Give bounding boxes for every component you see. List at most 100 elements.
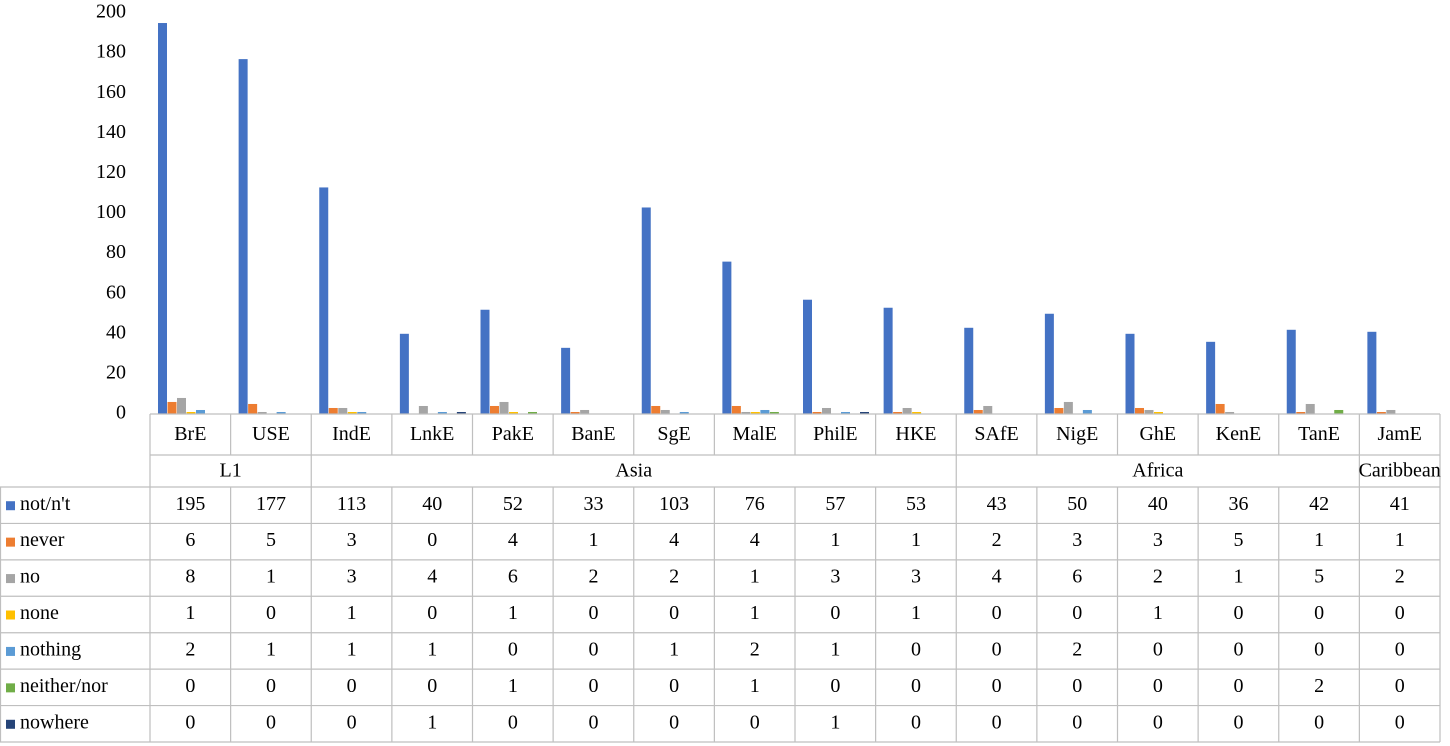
bar (741, 411, 751, 414)
bar (196, 409, 205, 414)
table-value: 0 (1395, 675, 1405, 697)
table-value: 0 (1314, 602, 1324, 624)
bar (167, 401, 177, 414)
table-value: 0 (427, 675, 437, 697)
table-value: 1 (1233, 566, 1243, 588)
table-value: 2 (669, 566, 679, 588)
y-tick-label: 160 (96, 81, 126, 103)
bar (418, 405, 428, 414)
y-tick-label: 120 (96, 161, 126, 183)
table-value: 0 (1314, 711, 1324, 733)
table-value: 1 (266, 566, 276, 588)
table-value: 3 (1072, 529, 1082, 551)
bar (973, 409, 983, 414)
bar (812, 411, 822, 414)
table-value: 0 (992, 602, 1002, 624)
table-value: 0 (1153, 639, 1163, 661)
table-value: 103 (659, 493, 689, 515)
table-value: 41 (1390, 493, 1410, 515)
table-value: 5 (1314, 566, 1324, 588)
category-label: PakE (492, 423, 534, 445)
bar (912, 411, 922, 414)
table-value: 0 (830, 675, 840, 697)
bar (841, 411, 850, 414)
bar (983, 405, 993, 414)
bar (964, 327, 974, 414)
table-value: 0 (669, 675, 679, 697)
table-value: 0 (508, 711, 518, 733)
bar (893, 411, 903, 414)
table-value: 1 (830, 639, 840, 661)
table-value: 36 (1228, 493, 1248, 515)
group-label: L1 (220, 460, 242, 482)
table-value: 6 (508, 566, 518, 588)
table-value: 0 (992, 711, 1002, 733)
table-value: 0 (588, 675, 598, 697)
bar (257, 411, 267, 414)
category-label: MalE (732, 423, 776, 445)
category-label: BrE (174, 423, 206, 445)
legend-label: nothing (20, 639, 81, 661)
table-value: 4 (750, 529, 760, 551)
legend-label: nowhere (20, 711, 89, 733)
table-value: 6 (185, 529, 195, 551)
table-value: 0 (911, 639, 921, 661)
bar (750, 411, 760, 414)
table-value: 52 (503, 493, 523, 515)
bar (1082, 409, 1092, 414)
table-value: 2 (185, 639, 195, 661)
bar (1135, 407, 1144, 414)
table-value: 1 (750, 566, 760, 588)
category-label: IndE (332, 423, 371, 445)
bar (1296, 411, 1306, 414)
table-value: 1 (347, 639, 357, 661)
group-label: Africa (1132, 460, 1183, 482)
bar (561, 347, 571, 414)
table-value: 0 (992, 675, 1002, 697)
y-tick-label: 40 (106, 321, 126, 343)
bar (319, 187, 329, 414)
table-value: 1 (911, 602, 921, 624)
bar (158, 23, 167, 415)
table-value: 0 (911, 711, 921, 733)
table-value: 0 (588, 711, 598, 733)
bar (1125, 333, 1135, 414)
bar (860, 411, 869, 414)
y-tick-label: 60 (106, 281, 126, 303)
table-value: 1 (1314, 529, 1324, 551)
table-value: 42 (1309, 493, 1329, 515)
category-label: KenE (1216, 423, 1262, 445)
table-value: 0 (1233, 711, 1243, 733)
table-value: 40 (422, 493, 442, 515)
table-value: 0 (911, 675, 921, 697)
bar (1305, 403, 1315, 414)
bar (679, 411, 689, 414)
table-value: 1 (911, 529, 921, 551)
table-value: 0 (750, 711, 760, 733)
category-label: SAfE (974, 423, 1018, 445)
table-value: 1 (427, 639, 437, 661)
category-label: JamE (1377, 423, 1421, 445)
table-value: 0 (1314, 639, 1324, 661)
table-value: 0 (1072, 602, 1082, 624)
table-value: 0 (1072, 675, 1082, 697)
bar (357, 411, 367, 414)
y-tick-label: 200 (96, 1, 126, 23)
y-tick-label: 180 (96, 41, 126, 63)
table-value: 0 (266, 675, 276, 697)
table-value: 0 (1153, 675, 1163, 697)
table-value: 3 (1153, 529, 1163, 551)
y-tick-label: 140 (96, 121, 126, 143)
group-label: Caribbean (1359, 460, 1441, 482)
table-value: 0 (1233, 675, 1243, 697)
table-value: 5 (1233, 529, 1243, 551)
legend-label: no (20, 566, 40, 588)
table-value: 3 (347, 529, 357, 551)
bar (437, 411, 447, 414)
table-value: 57 (825, 493, 845, 515)
category-label: BanE (571, 423, 615, 445)
category-label: SgE (657, 423, 690, 445)
bar (1225, 411, 1235, 414)
bar (1144, 409, 1154, 414)
